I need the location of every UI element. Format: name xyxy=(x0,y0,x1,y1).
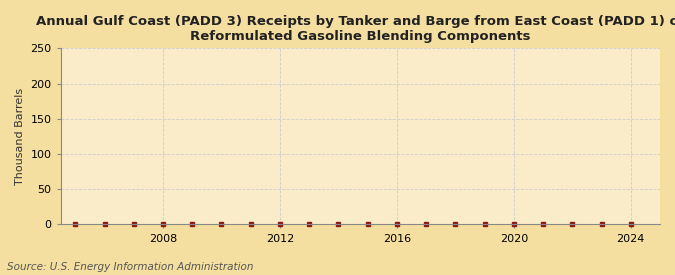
Title: Annual Gulf Coast (PADD 3) Receipts by Tanker and Barge from East Coast (PADD 1): Annual Gulf Coast (PADD 3) Receipts by T… xyxy=(36,15,675,43)
Text: Source: U.S. Energy Information Administration: Source: U.S. Energy Information Administ… xyxy=(7,262,253,272)
Y-axis label: Thousand Barrels: Thousand Barrels xyxy=(15,88,25,185)
